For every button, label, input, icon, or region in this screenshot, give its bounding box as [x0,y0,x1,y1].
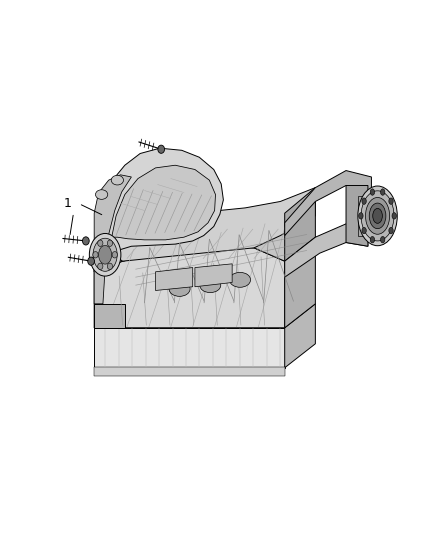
Ellipse shape [95,190,108,199]
Ellipse shape [359,213,363,219]
Polygon shape [285,188,315,261]
Polygon shape [94,175,131,304]
Ellipse shape [370,189,374,195]
Ellipse shape [230,272,251,287]
Ellipse shape [358,186,397,246]
Circle shape [112,252,117,258]
Circle shape [107,240,113,246]
Circle shape [88,257,95,265]
Ellipse shape [362,198,366,204]
Ellipse shape [169,281,190,296]
Polygon shape [195,264,232,287]
Polygon shape [112,165,215,240]
Polygon shape [346,185,368,246]
Ellipse shape [370,237,374,243]
Polygon shape [358,196,368,236]
Ellipse shape [381,237,385,243]
Ellipse shape [93,238,117,271]
Polygon shape [94,304,125,328]
Polygon shape [155,268,193,290]
Circle shape [82,237,89,245]
Ellipse shape [389,228,393,234]
Polygon shape [285,171,371,236]
Polygon shape [285,304,315,368]
Circle shape [98,263,103,270]
Circle shape [93,252,98,258]
Ellipse shape [381,189,385,195]
Ellipse shape [361,191,394,241]
Circle shape [107,263,113,270]
Ellipse shape [392,213,396,219]
Polygon shape [285,237,315,328]
Ellipse shape [389,198,393,204]
Ellipse shape [111,175,124,185]
Polygon shape [94,367,285,376]
Polygon shape [94,304,315,328]
Polygon shape [94,188,315,261]
Ellipse shape [200,278,221,293]
Text: 1: 1 [64,197,72,210]
Circle shape [98,240,103,246]
Polygon shape [285,224,368,277]
Ellipse shape [99,245,112,264]
Ellipse shape [362,228,366,234]
Ellipse shape [369,203,386,229]
Polygon shape [94,216,315,272]
Polygon shape [94,245,285,328]
Polygon shape [94,328,285,368]
Ellipse shape [365,197,390,235]
Ellipse shape [89,233,121,276]
Polygon shape [94,148,223,272]
Ellipse shape [373,208,382,223]
Circle shape [158,145,165,154]
